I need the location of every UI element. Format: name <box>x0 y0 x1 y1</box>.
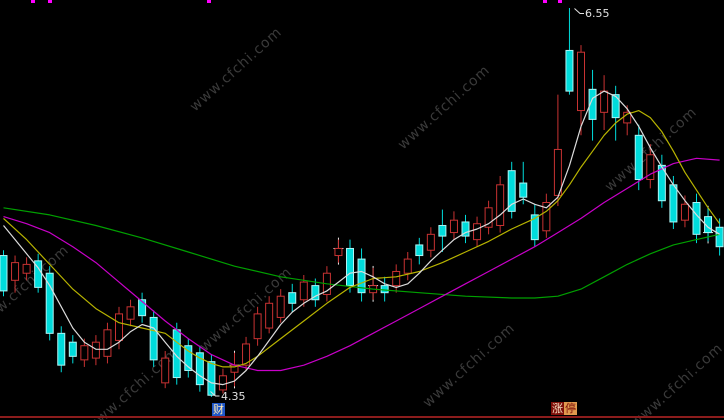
candle-up <box>299 281 308 301</box>
candle-down <box>692 202 701 235</box>
ma-mid-yellow <box>3 109 721 368</box>
top-tick <box>31 0 35 3</box>
low-price-tag: 4.35 <box>221 390 246 403</box>
indicator-badge-zhangting: 涨停 <box>551 402 577 415</box>
candle-down <box>588 88 597 120</box>
candle-up <box>276 295 285 318</box>
candle-up <box>542 202 551 232</box>
candle-down <box>611 94 620 119</box>
candle-down <box>657 164 666 202</box>
candle-up <box>646 154 655 181</box>
candle-up <box>80 345 89 361</box>
candle-down <box>138 299 147 317</box>
candle-down <box>207 361 216 396</box>
watermark: www.cfchi.com <box>187 24 285 115</box>
candle-down <box>519 182 528 198</box>
top-tick <box>48 0 52 3</box>
price-tag-arrow <box>574 8 584 14</box>
candle-down <box>45 272 54 334</box>
candle-down <box>669 184 678 223</box>
candle-down <box>184 345 193 371</box>
candle-up <box>253 313 262 340</box>
candle-down <box>311 285 320 301</box>
candle-down <box>0 255 8 292</box>
candle-up <box>577 51 585 112</box>
high-price-tag: 6.55 <box>585 7 610 20</box>
candle-down <box>288 292 297 304</box>
candle-up <box>449 219 458 234</box>
ma-slowest-green <box>3 207 720 299</box>
candle-up <box>11 262 20 281</box>
candle-up <box>680 203 689 221</box>
candle-down <box>346 247 354 287</box>
candle-up <box>392 270 401 287</box>
candle-down <box>461 221 470 237</box>
price-tag-arrow <box>210 391 220 397</box>
candle-up <box>22 263 31 274</box>
candle-down <box>357 258 366 294</box>
badge-zhangting-char2: 停 <box>564 402 577 415</box>
candle-down <box>438 224 447 237</box>
badge-cai-label: 财 <box>212 403 225 416</box>
candle-up <box>265 302 274 329</box>
candle-up <box>126 306 135 320</box>
candle-up <box>403 258 412 274</box>
candle-up <box>334 247 343 257</box>
candle-up <box>623 111 632 124</box>
candle-up <box>103 329 112 357</box>
candle-up <box>115 313 123 341</box>
candle-down <box>68 341 77 357</box>
candle-up <box>91 341 100 359</box>
candle-down <box>380 285 389 294</box>
candle-up <box>426 233 435 251</box>
ma-slow-magenta <box>3 157 720 372</box>
candle-up <box>242 343 251 366</box>
candle-up <box>496 184 505 226</box>
candle-up <box>161 357 170 384</box>
footer-separator <box>0 416 724 418</box>
candle-up <box>484 207 493 228</box>
candle-down <box>634 134 643 181</box>
candle-down <box>704 216 713 234</box>
candle-down <box>565 49 574 92</box>
candle-down <box>715 226 724 248</box>
candle-up <box>218 375 227 391</box>
candle-up <box>600 90 609 113</box>
candle-down <box>57 332 66 366</box>
candle-down <box>530 214 539 241</box>
watermark: www.cfchi.com <box>395 62 493 153</box>
candle-down <box>195 352 204 386</box>
watermark: www.cfchi.com <box>420 320 518 411</box>
top-tick <box>207 0 211 3</box>
ma-fast-white <box>3 90 720 386</box>
candle-up <box>553 148 562 196</box>
candle-up <box>473 223 482 241</box>
watermark: www.cfchi.com <box>628 340 724 420</box>
badge-zhangting-char1: 涨 <box>551 402 564 415</box>
top-tick <box>543 0 547 3</box>
indicator-badge-cai: 财 <box>212 403 225 416</box>
top-tick <box>558 0 562 3</box>
candle-down <box>415 244 424 257</box>
candle-down <box>507 170 516 212</box>
candle-down <box>149 316 158 361</box>
